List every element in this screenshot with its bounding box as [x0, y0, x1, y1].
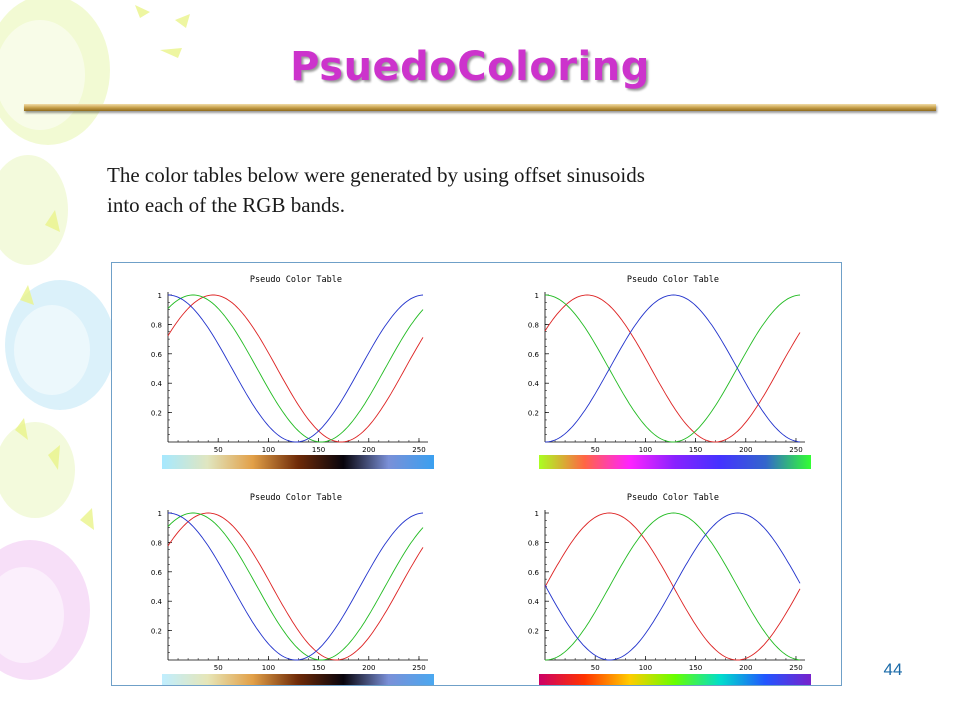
y-tick-label: 0.8 [151, 539, 162, 547]
x-tick-label: 50 [591, 446, 600, 454]
y-tick-label: 0.8 [528, 321, 539, 329]
page-number: 44 [883, 660, 903, 679]
y-tick-label: 0.2 [151, 628, 162, 636]
x-tick-label: 50 [591, 664, 600, 672]
x-tick-label: 150 [689, 446, 702, 454]
slide-title: PsuedoColoring [290, 44, 650, 90]
x-tick-label: 250 [412, 664, 425, 672]
y-tick-label: 1 [158, 292, 162, 300]
red-series-line [167, 294, 424, 443]
blue-series-line [167, 294, 424, 443]
body-line-2: into each of the RGB bands. [107, 193, 345, 217]
y-tick-label: 0.2 [151, 410, 162, 418]
color-table-figure: Pseudo Color Table 0.2 0.4 0.6 0.8 1 50 100 150 2… [111, 262, 842, 686]
x-tick-label: 200 [739, 446, 752, 454]
y-tick-label: 0.4 [528, 598, 540, 606]
y-tick-label: 0.2 [528, 410, 539, 418]
x-tick-label: 150 [312, 664, 325, 672]
x-tick-label: 200 [362, 664, 375, 672]
chart-title: Pseudo Color Table [250, 493, 342, 503]
green-series-line [544, 294, 801, 443]
blue-series-line [544, 512, 801, 661]
x-tick-label: 250 [412, 446, 425, 454]
y-tick-label: 0.8 [151, 321, 162, 329]
x-tick-label: 250 [789, 664, 802, 672]
x-tick-label: 150 [689, 664, 702, 672]
colorbar [539, 674, 811, 685]
y-tick-label: 0.6 [151, 351, 163, 359]
y-tick-label: 0.4 [528, 380, 540, 388]
x-tick-label: 50 [214, 664, 223, 672]
colorbar [539, 455, 811, 469]
y-tick-label: 0.6 [528, 351, 540, 359]
y-tick-label: 0.4 [151, 380, 163, 388]
blue-series-line [544, 294, 801, 443]
chart-title: Pseudo Color Table [250, 275, 342, 285]
colorbar [162, 674, 434, 685]
chart-title: Pseudo Color Table [627, 275, 719, 285]
y-tick-label: 0.4 [151, 598, 163, 606]
x-tick-label: 250 [789, 446, 802, 454]
y-tick-label: 1 [535, 292, 539, 300]
y-tick-label: 0.8 [528, 539, 539, 547]
red-series-line [544, 512, 801, 661]
green-series-line [167, 294, 424, 443]
chart-title: Pseudo Color Table [627, 493, 719, 503]
y-tick-label: 0.2 [528, 628, 539, 636]
y-tick-label: 1 [158, 510, 162, 518]
slide-body-text: The color tables below were generated by… [107, 160, 867, 220]
x-tick-label: 100 [262, 664, 275, 672]
y-tick-label: 0.6 [528, 569, 540, 577]
x-tick-label: 200 [739, 664, 752, 672]
green-series-line [167, 512, 424, 661]
y-tick-label: 1 [535, 510, 539, 518]
green-series-line [544, 512, 801, 661]
x-tick-label: 50 [214, 446, 223, 454]
x-tick-label: 100 [639, 664, 652, 672]
red-series-line [167, 512, 424, 661]
x-tick-label: 150 [312, 446, 325, 454]
blue-series-line [167, 512, 424, 661]
red-series-line [544, 294, 801, 443]
x-tick-label: 100 [639, 446, 652, 454]
body-line-1: The color tables below were generated by… [107, 163, 645, 187]
x-tick-label: 100 [262, 446, 275, 454]
y-tick-label: 0.6 [151, 569, 163, 577]
title-divider [24, 104, 936, 111]
x-tick-label: 200 [362, 446, 375, 454]
colorbar [162, 455, 434, 469]
